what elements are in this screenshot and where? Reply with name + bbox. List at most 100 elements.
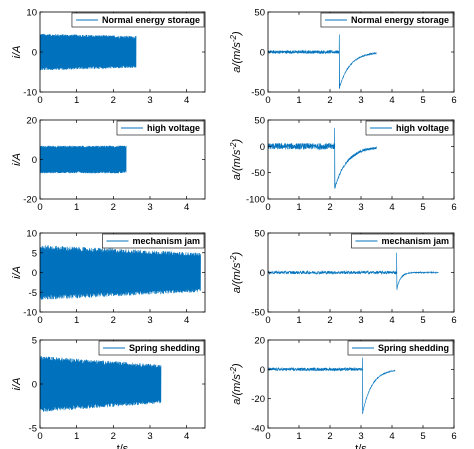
x-tick-label: 2: [327, 202, 332, 213]
y-tick-label: 50: [254, 116, 265, 127]
y-axis-label-base: a/(m/s: [231, 262, 243, 293]
x-tick-label: 1: [296, 95, 301, 106]
y-axis-label: a/(m/s-2): [229, 251, 243, 293]
y-axis-label-close: ): [231, 251, 243, 257]
x-tick-label: 1: [296, 431, 301, 442]
x-tick-label: 0: [37, 95, 42, 106]
legend-label: mechanism jam: [132, 236, 200, 246]
legend: Normal energy storage: [71, 12, 205, 28]
x-tick-label: 3: [358, 95, 363, 106]
x-tick-label: 6: [451, 431, 456, 442]
y-tick-label: -50: [251, 168, 265, 179]
x-tick-label: 4: [184, 431, 189, 442]
x-tick-label: 6: [451, 95, 456, 106]
y-tick-label: 10: [26, 229, 37, 240]
y-axis-label: a/(m/s-2): [229, 363, 243, 405]
legend-label: Spring shedding: [129, 343, 200, 353]
x-axis-label: t/s: [355, 443, 367, 449]
panel-acceleration-spring-shedding: 0 1 2 3 4 5 6 -40 -20 0 20 a/(m/s-2) t/s Spring shedd…: [229, 336, 457, 449]
x-tick-label: 0: [265, 315, 270, 326]
x-tick-label: 0: [37, 202, 42, 213]
y-tick-label: -10: [23, 308, 37, 319]
y-tick-label: 5: [32, 336, 37, 347]
legend-box: [116, 120, 205, 136]
y-tick-label: 0: [32, 268, 37, 279]
signal-trace: [268, 127, 377, 189]
y-tick-label: -50: [251, 308, 265, 319]
x-tick-label: 3: [147, 315, 152, 326]
x-tick-label: 2: [111, 431, 116, 442]
y-axis-label-superscript: -2: [229, 34, 238, 42]
x-tick-label: 2: [327, 315, 332, 326]
x-tick-label: 3: [147, 431, 152, 442]
x-tick-label: 3: [147, 95, 152, 106]
signal-trace: [268, 252, 439, 290]
legend: high voltage: [116, 120, 205, 136]
x-tick-label: 3: [358, 431, 363, 442]
legend-box: [98, 340, 205, 356]
legend: Normal energy storage: [320, 12, 454, 28]
signal-trace: [40, 356, 162, 412]
legend-label: Normal energy storage: [351, 15, 449, 25]
y-axis-label-base: a/(m/s: [231, 374, 243, 405]
legend: mechanism jam: [102, 233, 205, 249]
x-tick-label: 1: [74, 431, 79, 442]
legend: Spring shedding: [347, 340, 454, 356]
x-tick-label: 2: [111, 315, 116, 326]
y-tick-label: -100: [246, 195, 265, 206]
y-tick-label: 0: [260, 365, 265, 376]
y-axis-label-superscript: -2: [229, 255, 238, 263]
y-tick-label: 0: [260, 142, 265, 153]
x-tick-label: 3: [358, 315, 363, 326]
y-tick-label: 20: [254, 336, 265, 347]
legend-label: mechanism jam: [381, 236, 449, 246]
y-axis-label: i/A: [11, 46, 23, 59]
x-tick-label: 2: [111, 95, 116, 106]
panel-current-mechanism-jam: 0 1 2 3 4 -10 -5 0 5 10 i/A mechanism jam: [11, 229, 206, 326]
legend-label: high voltage: [396, 123, 449, 133]
x-tick-label: 1: [74, 95, 79, 106]
y-tick-label: 0: [32, 380, 37, 391]
y-tick-label: -20: [23, 195, 37, 206]
legend-box: [347, 340, 454, 356]
y-tick-label: -20: [251, 394, 265, 405]
x-tick-label: 0: [37, 315, 42, 326]
y-tick-label: 0: [32, 48, 37, 59]
signal-trace: [268, 357, 396, 415]
x-tick-label: 6: [451, 202, 456, 213]
y-axis-label: i/A: [11, 378, 23, 391]
x-tick-label: 0: [265, 95, 270, 106]
legend: high voltage: [365, 120, 454, 136]
x-tick-label: 0: [265, 431, 270, 442]
y-tick-label: -10: [23, 88, 37, 99]
legend-box: [320, 12, 454, 28]
y-axis-label: a/(m/s-2): [229, 138, 243, 180]
x-tick-label: 3: [358, 202, 363, 213]
legend-label: high voltage: [147, 123, 200, 133]
legend-box: [365, 120, 454, 136]
legend-label: Normal energy storage: [102, 15, 200, 25]
y-tick-label: 10: [26, 8, 37, 19]
x-tick-label: 4: [389, 315, 394, 326]
x-tick-label: 4: [389, 431, 394, 442]
legend-box: [102, 233, 205, 249]
x-tick-label: 4: [184, 95, 189, 106]
y-axis-label: a/(m/s-2): [229, 31, 243, 73]
y-tick-label: 0: [32, 155, 37, 166]
signal-trace: [40, 33, 137, 71]
y-axis-label-superscript: -2: [229, 366, 238, 374]
y-axis-label-close: ): [231, 31, 243, 37]
y-tick-label: 0: [260, 48, 265, 59]
signal-trace: [268, 34, 377, 90]
x-tick-label: 1: [296, 202, 301, 213]
x-tick-label: 2: [327, 431, 332, 442]
y-axis-label-superscript: -2: [229, 142, 238, 150]
x-tick-label: 3: [147, 202, 152, 213]
y-tick-label: -40: [251, 424, 265, 435]
x-tick-label: 2: [111, 202, 116, 213]
y-axis-label: i/A: [11, 153, 23, 166]
x-tick-label: 4: [184, 202, 189, 213]
signal-trace: [40, 145, 127, 174]
